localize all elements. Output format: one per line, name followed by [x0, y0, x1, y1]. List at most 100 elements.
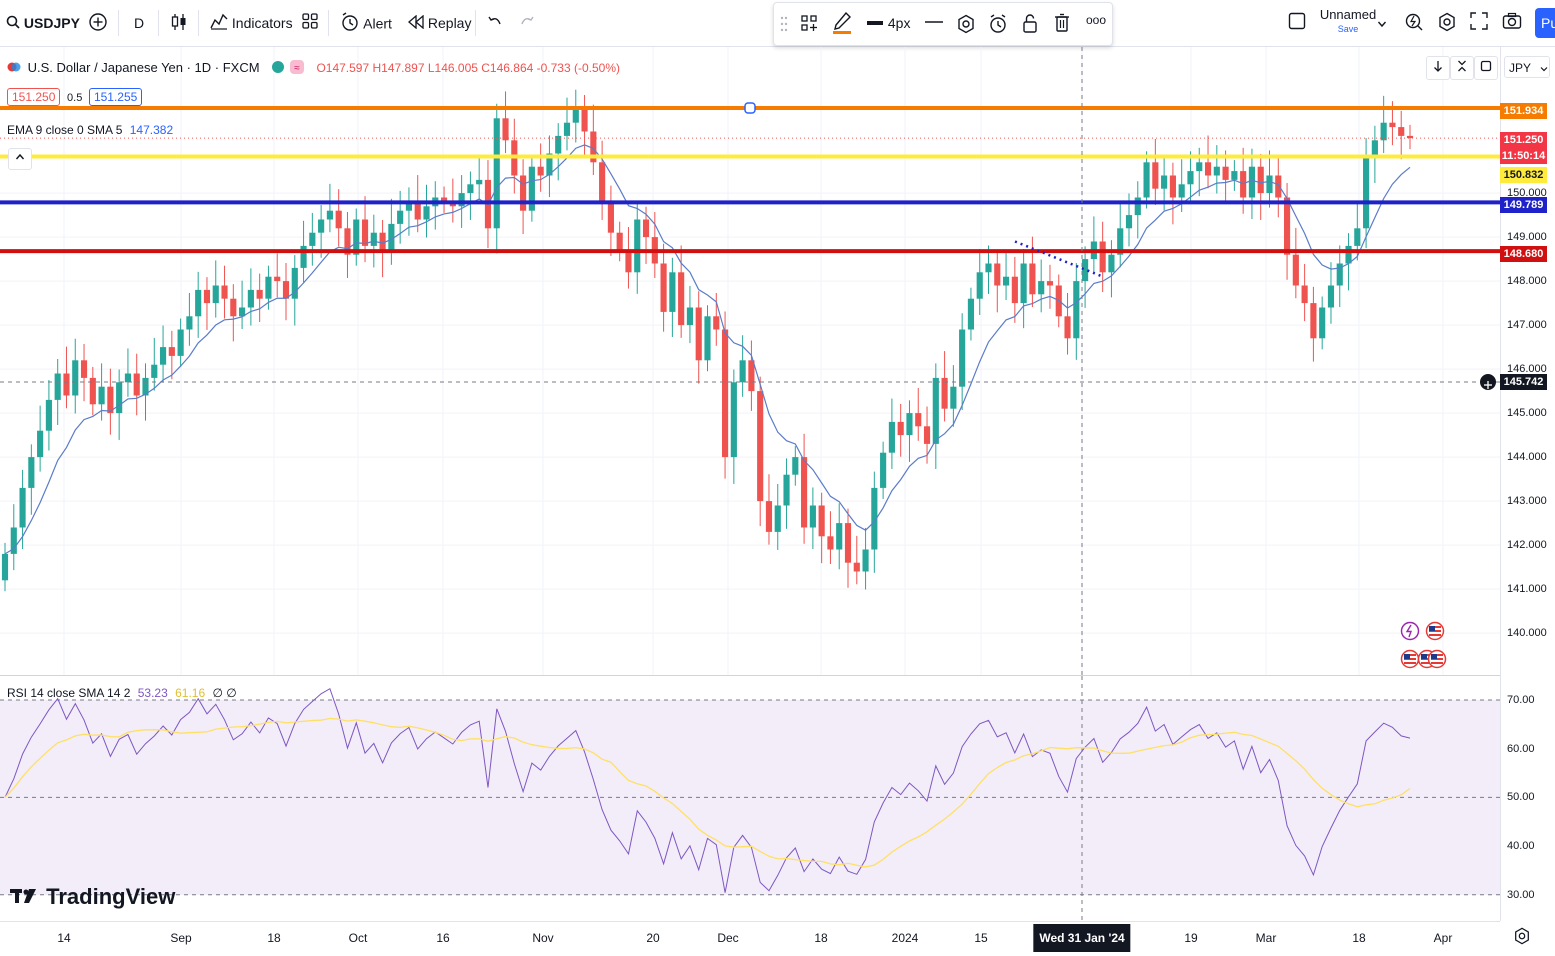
candle-body — [168, 347, 175, 356]
symbol-search[interactable]: USDJPY — [6, 12, 80, 34]
line-color-button[interactable] — [832, 11, 852, 40]
line-width-button[interactable]: 4px — [866, 15, 910, 33]
lock-button[interactable] — [1022, 13, 1038, 38]
chart-type-button[interactable] — [170, 12, 188, 34]
price-tag: 11:50:14 — [1500, 148, 1547, 164]
candle-body — [1345, 245, 1352, 264]
candle-body — [353, 219, 360, 255]
drag-handle[interactable] — [780, 15, 788, 38]
interval-button[interactable]: D — [134, 12, 144, 34]
candles-icon — [170, 12, 188, 38]
tradingview-logo[interactable]: TradingView — [10, 884, 175, 911]
chevron-up-icon — [15, 149, 25, 167]
time-axis-label: 19 — [1184, 931, 1198, 945]
undo-button[interactable] — [487, 12, 503, 34]
candle-body — [853, 562, 860, 572]
line-style-icon — [924, 15, 944, 34]
us-event-flag-icon[interactable] — [1427, 649, 1447, 674]
delete-button[interactable] — [1054, 13, 1070, 38]
time-axis-label: Sep — [170, 931, 192, 945]
candle-body — [476, 179, 483, 185]
symbol-label: USDJPY — [23, 15, 80, 31]
dotted-trendline[interactable] — [1014, 240, 1104, 278]
line-anchor-handle[interactable] — [744, 102, 756, 114]
line-settings-button[interactable] — [956, 14, 976, 39]
more-button[interactable]: ooo — [1086, 13, 1106, 27]
scroll-down-button[interactable] — [1426, 56, 1450, 80]
dividend-lightning-icon[interactable] — [1400, 621, 1420, 646]
redo-button[interactable] — [519, 12, 535, 34]
candle-body — [844, 523, 852, 563]
candle-body — [537, 166, 544, 176]
quick-search-button[interactable] — [1404, 12, 1424, 34]
visibility-icon[interactable] — [271, 60, 285, 77]
more-label: ooo — [1086, 13, 1107, 27]
sell-price-button[interactable]: 151.250 — [7, 88, 61, 106]
buy-price-button[interactable]: 151.255 — [88, 88, 143, 106]
candle-body — [265, 276, 272, 299]
candle-body — [89, 377, 96, 405]
candle-body — [212, 285, 219, 304]
symbol-legend: U.S. Dollar / Japanese Yen · 1D · FXCM ≈… — [7, 59, 620, 78]
candle-body — [1380, 122, 1387, 141]
rsi-sma-line — [4, 717, 1411, 868]
publish-button[interactable]: Pu — [1535, 8, 1555, 38]
candle-body — [836, 523, 843, 550]
settings-button[interactable] — [1437, 12, 1457, 34]
layout-name: Unnamed — [1319, 7, 1377, 22]
time-axis[interactable]: 14 Sep 18 Oct 16 Nov 20 Dec 18 2024 15 19 Mar 18 Apr We… — [0, 921, 1500, 956]
line-style-button[interactable] — [924, 15, 944, 34]
currency-button[interactable]: JPY — [1504, 56, 1550, 78]
candle-body — [107, 386, 114, 414]
rsi-legend: RSI 14 close SMA 14 2 53.23 61.16 ∅ ∅ — [7, 686, 237, 700]
axis-settings-button[interactable] — [1513, 927, 1531, 950]
collapse-legend-button[interactable] — [8, 148, 32, 170]
rsi-axis-label: 70.00 — [1507, 694, 1535, 706]
layouts-button[interactable] — [301, 12, 319, 34]
candle-body — [695, 307, 702, 361]
toolbar-divider — [328, 10, 329, 36]
collapse-pane-button[interactable] — [1450, 56, 1474, 80]
us-event-flag-icon[interactable] — [1425, 621, 1445, 646]
price-axis-label: 146.000 — [1507, 363, 1547, 376]
candle-body — [897, 421, 904, 436]
lock-icon — [1022, 13, 1038, 38]
candle-body — [467, 184, 474, 194]
layout-name-button[interactable]: Unnamed Save — [1318, 8, 1378, 36]
candle-body — [28, 457, 35, 488]
snapshot-button[interactable] — [1502, 12, 1522, 34]
candle-body — [54, 373, 61, 400]
candle-body — [256, 289, 263, 299]
pane-separator[interactable] — [0, 675, 1555, 676]
maximize-icon — [1480, 57, 1492, 79]
currency-label: JPY — [1509, 61, 1531, 75]
source-icon[interactable]: ≈ — [289, 59, 305, 78]
candle-body — [1363, 157, 1370, 229]
grid-icon — [301, 12, 319, 36]
symbol-title: U.S. Dollar / Japanese Yen · 1D · FXCM — [27, 59, 260, 75]
price-axis[interactable]: JPY 150.000 149.000 148.000 147.000 146.000 1… — [1500, 47, 1555, 921]
alert-button[interactable]: Alert — [340, 12, 392, 34]
indicators-button[interactable]: Indicators — [210, 12, 293, 34]
candle-body — [572, 109, 579, 123]
candle-body — [405, 201, 413, 211]
plus-icon — [1483, 377, 1493, 395]
maximize-pane-button[interactable] — [1474, 56, 1498, 80]
layout-dropdown[interactable] — [1377, 12, 1387, 34]
candle-body — [774, 505, 781, 532]
rsi-axis-label: 30.00 — [1507, 888, 1535, 901]
replay-button[interactable]: Replay — [408, 12, 471, 34]
rewind-icon — [408, 13, 424, 35]
candle-body — [274, 276, 281, 282]
price-chart[interactable] — [0, 47, 1500, 675]
price-axis-label: 145.000 — [1507, 407, 1547, 420]
layout-checkbox[interactable] — [1288, 12, 1306, 34]
candle-body — [599, 162, 606, 202]
add-alert-button[interactable] — [988, 13, 1008, 40]
crosshair-add-button[interactable] — [1480, 374, 1496, 390]
compare-button[interactable] — [88, 12, 108, 34]
rsi-pane[interactable] — [0, 676, 1500, 920]
template-button[interactable] — [800, 14, 818, 37]
candle-body — [1002, 276, 1010, 286]
fullscreen-button[interactable] — [1470, 12, 1488, 34]
